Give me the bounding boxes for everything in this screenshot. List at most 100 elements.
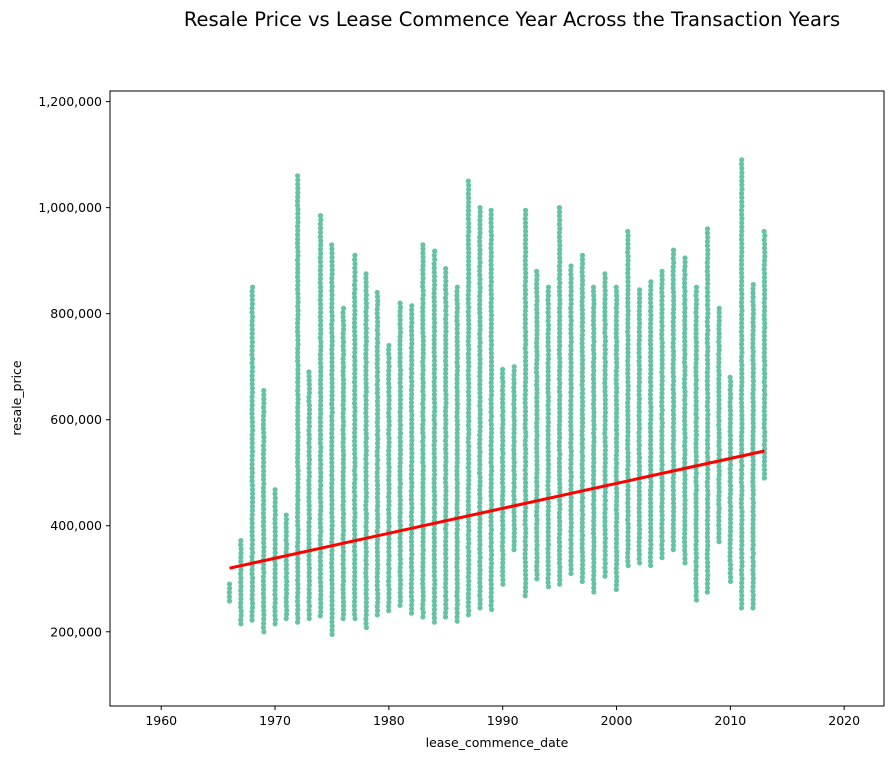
scatter-point	[579, 428, 585, 434]
scatter-point	[682, 309, 688, 315]
scatter-point	[750, 290, 756, 296]
scatter-point	[511, 534, 517, 540]
scatter-point	[386, 372, 392, 378]
scatter-point	[522, 438, 528, 444]
scatter-point	[465, 203, 471, 209]
scatter-point	[249, 419, 255, 425]
scatter-point	[682, 368, 688, 374]
scatter-point	[397, 367, 404, 373]
scatter-point	[409, 425, 415, 431]
scatter-point	[317, 234, 323, 240]
scatter-point	[249, 406, 255, 412]
scatter-point	[363, 317, 369, 323]
scatter-point	[397, 346, 403, 352]
scatter-point	[295, 383, 301, 389]
scatter-point	[295, 371, 301, 377]
scatter-point	[408, 475, 414, 481]
scatter-point	[705, 424, 711, 430]
scatter-point	[409, 332, 415, 338]
scatter-point	[260, 472, 267, 478]
scatter-point	[556, 376, 562, 382]
scatter-point	[341, 351, 347, 358]
scatter-point	[329, 489, 335, 495]
scatter-point	[397, 489, 403, 495]
scatter-point	[557, 372, 563, 378]
scatter-point	[545, 373, 551, 379]
scatter-point	[659, 327, 665, 333]
scatter-point	[363, 498, 369, 504]
scatter-point	[545, 331, 551, 337]
scatter-point	[602, 405, 608, 411]
scatter-point	[750, 584, 756, 590]
scatter-point	[488, 443, 494, 449]
scatter-point	[590, 401, 597, 407]
scatter-point	[272, 516, 278, 522]
scatter-point	[477, 428, 483, 434]
scatter-point	[431, 345, 437, 351]
scatter-point	[705, 572, 711, 578]
scatter-point	[432, 493, 438, 499]
scatter-point	[477, 403, 483, 409]
scatter-point	[363, 448, 369, 454]
scatter-point	[761, 337, 768, 343]
scatter-point	[545, 470, 551, 476]
scatter-point	[682, 267, 688, 274]
scatter-point	[306, 394, 312, 400]
scatter-point	[693, 576, 699, 582]
scatter-point	[420, 501, 426, 507]
scatter-point	[625, 324, 631, 331]
scatter-point	[738, 458, 745, 464]
scatter-point	[602, 539, 608, 546]
scatter-point	[591, 409, 597, 415]
scatter-point	[613, 347, 620, 353]
scatter-point	[739, 203, 745, 209]
scatter-point	[682, 405, 688, 411]
scatter-point	[682, 497, 688, 503]
scatter-point	[420, 430, 426, 436]
scatter-point	[625, 316, 631, 322]
scatter-point	[648, 346, 654, 352]
scatter-point	[738, 161, 745, 167]
scatter-point	[727, 424, 733, 430]
scatter-point	[579, 269, 585, 275]
scatter-point	[363, 477, 369, 483]
scatter-point	[739, 316, 745, 322]
scatter-point	[272, 570, 278, 577]
scatter-point	[465, 498, 471, 504]
scatter-point	[488, 602, 494, 608]
scatter-point	[431, 598, 437, 604]
scatter-point	[340, 372, 346, 378]
scatter-point	[590, 347, 597, 353]
scatter-point	[397, 455, 403, 461]
scatter-point	[260, 578, 266, 584]
scatter-point	[306, 561, 312, 567]
scatter-point	[329, 539, 335, 545]
scatter-point	[613, 322, 620, 328]
scatter-point	[306, 586, 312, 592]
scatter-point	[716, 314, 722, 320]
scatter-point	[397, 560, 404, 566]
scatter-point	[522, 517, 528, 523]
scatter-point	[295, 367, 301, 373]
scatter-point	[306, 373, 312, 379]
scatter-point	[443, 496, 449, 502]
scatter-point	[533, 369, 540, 375]
scatter-point	[272, 583, 278, 589]
scatter-point	[545, 516, 551, 522]
scatter-point	[340, 532, 346, 538]
scatter-point	[374, 310, 380, 316]
scatter-point	[557, 581, 563, 587]
scatter-point	[260, 523, 266, 529]
scatter-point	[488, 594, 494, 600]
scatter-point	[511, 497, 517, 503]
scatter-point	[420, 346, 426, 352]
scatter-point	[750, 487, 756, 493]
scatter-point	[249, 579, 255, 585]
scatter-point	[249, 352, 255, 358]
scatter-point	[693, 504, 699, 510]
scatter-point	[534, 315, 540, 321]
scatter-point	[363, 313, 369, 319]
scatter-point	[579, 336, 585, 342]
scatter-point	[671, 504, 677, 510]
scatter-point	[522, 371, 529, 377]
